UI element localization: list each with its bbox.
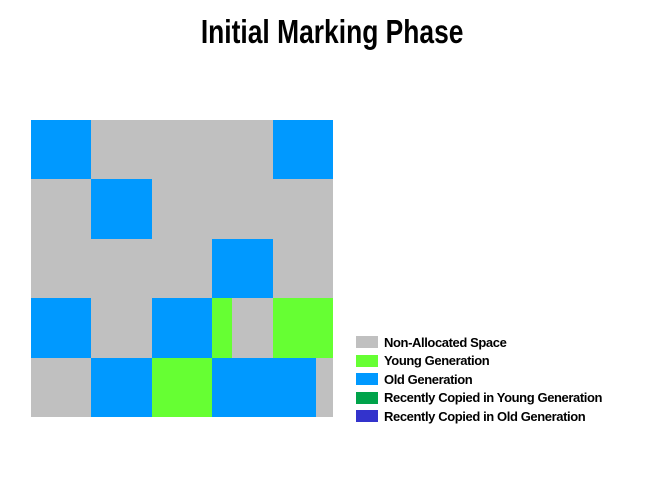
heap-block-old [152, 298, 212, 358]
legend-label: Recently Copied in Old Generation [384, 408, 586, 424]
legend-label: Young Generation [384, 353, 490, 368]
heap-block-young [212, 298, 232, 358]
diagram-title-text: Initial Marking Phase [200, 13, 464, 50]
heap-block-young [273, 298, 333, 358]
legend-label: Recently Copied in Young Generation [384, 390, 603, 405]
legend-swatch-young [356, 354, 378, 367]
legend-swatch-recent_old [356, 410, 378, 422]
heap-block-old [31, 298, 91, 358]
legend-item-young: Young Generation [356, 353, 602, 368]
legend-item-non_allocated: Non-Allocated Space [356, 334, 602, 350]
heap-block-old [273, 120, 333, 179]
legend-swatch-old [356, 373, 378, 385]
legend-item-recent_young: Recently Copied in Young Generation [356, 390, 603, 405]
legend-swatch-recent_young [356, 391, 378, 404]
legend-swatch-non_allocated [356, 336, 378, 348]
legend-item-recent_old: Recently Copied in Old Generation [356, 408, 602, 424]
legend-item-old: Old Generation [356, 371, 602, 387]
legend: Non-Allocated Space Young Generation Old G… [356, 334, 603, 429]
heap-block-old [212, 358, 316, 417]
heap-grid [31, 120, 333, 417]
heap-block-old [212, 239, 273, 298]
heap-block-old [91, 179, 152, 239]
legend-label: Non-Allocated Space [384, 334, 507, 350]
heap-block-young [152, 358, 212, 417]
heap-block-old [31, 120, 91, 179]
legend-label: Old Generation [384, 371, 473, 387]
heap-block-old [91, 358, 152, 417]
diagram-title: Initial Marking Phase [0, 13, 664, 51]
